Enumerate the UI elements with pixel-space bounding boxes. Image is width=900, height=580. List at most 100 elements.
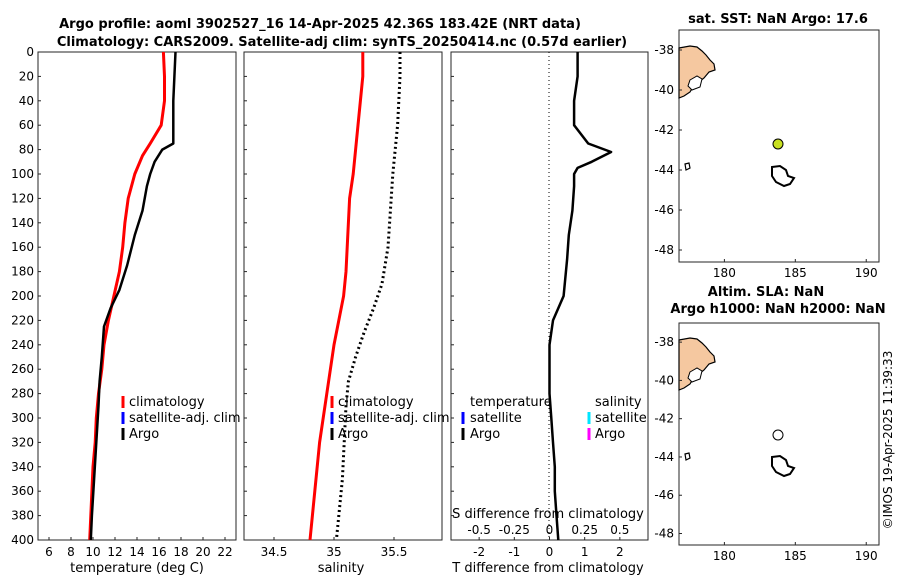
x-tick-label: 35.5: [381, 545, 408, 559]
x2-tick-label: 0.25: [571, 523, 598, 537]
sla-map-lon-ticks: 180 185 190: [713, 542, 878, 563]
imos-watermark: ©IMOS 19-Apr-2025 11:39:33: [881, 351, 895, 530]
series-climatology: [88, 51, 166, 541]
small-island: [684, 162, 691, 171]
lat-tick-label: -40: [654, 373, 674, 387]
lat-tick-label: -38: [654, 335, 674, 349]
x-tick-label: 1: [581, 545, 589, 559]
depth-tick-label: 340: [11, 460, 34, 474]
lon-tick-label: 180: [713, 549, 736, 563]
x2-tick-label: -0.25: [499, 523, 530, 537]
legend-temperature-heading: temperature: [470, 395, 552, 410]
t-difference-ticks: -2 -1 0 1 2: [473, 537, 624, 559]
depth-tick-label: 200: [11, 289, 34, 303]
legend-climatology-label: climatology: [338, 395, 414, 410]
x2-tick-label: -0.5: [467, 523, 490, 537]
lat-tick-label: -38: [654, 43, 674, 57]
s-difference-xlabel: S difference from climatology: [452, 507, 644, 522]
title-line1: Argo profile: aoml 3902527_16 14-Apr-202…: [59, 17, 581, 32]
chatham-islands: [771, 164, 796, 188]
sst-map-title: sat. SST: NaN Argo: 17.6: [688, 12, 868, 27]
sla-map-lat-ticks: -38 -40 -42 -44 -46 -48: [654, 335, 682, 541]
depth-tick-label: 60: [19, 118, 34, 132]
sst-map-frame: [678, 29, 880, 263]
lat-tick-label: -42: [654, 412, 674, 426]
legend-s-satellite-label: satellite: [595, 411, 647, 426]
depth-tick-label: 40: [19, 94, 34, 108]
legend-satellite-label: satellite-adj. clim: [129, 411, 241, 426]
x-tick-label: 10: [85, 545, 100, 559]
depth-tick-label: 20: [19, 69, 34, 83]
lat-tick-label: -48: [654, 527, 674, 541]
salinity-legend: climatology satellite-adj. clim Argo: [330, 395, 450, 442]
legend-s-argo-label: Argo: [595, 427, 625, 442]
temperature-legend: climatology satellite-adj. clim Argo: [121, 395, 241, 442]
depth-tick-label: 320: [11, 435, 34, 449]
legend-satellite-label: satellite-adj. clim: [338, 411, 450, 426]
sst-map-lon-ticks: 180 185 190: [713, 259, 878, 280]
x-tick-label: 22: [217, 545, 232, 559]
x-tick-label: 34.5: [261, 545, 288, 559]
x-tick-label: 8: [67, 545, 75, 559]
lat-tick-label: -40: [654, 83, 674, 97]
x-tick-label: 18: [173, 545, 188, 559]
lon-tick-label: 185: [784, 549, 807, 563]
legend-argo-label: Argo: [129, 427, 159, 442]
difference-series: [548, 52, 613, 541]
argo-float-marker: [772, 138, 784, 150]
lat-tick-label: -44: [654, 163, 674, 177]
salinity-axes-box: [243, 51, 443, 541]
sla-map-title2: Argo h1000: NaN h2000: NaN: [670, 302, 885, 317]
depth-tick-label: 180: [11, 265, 34, 279]
temperature-xlabel: temperature (deg C): [70, 561, 204, 576]
depth-tick-label: 240: [11, 338, 34, 352]
lat-tick-label: -44: [654, 450, 674, 464]
lake-outline: [687, 75, 703, 91]
depth-tick-label: 140: [11, 216, 34, 230]
s-difference-ticks: -0.5 -0.25 0 0.25 0.5: [467, 523, 629, 537]
depth-tick-label: 300: [11, 411, 34, 425]
legend-salinity-heading: salinity: [595, 395, 642, 410]
depth-tick-label: 360: [11, 484, 34, 498]
sst-map-lat-ticks: -38 -40 -42 -44 -46 -48: [654, 43, 682, 257]
sla-map-frame: [678, 322, 880, 546]
lon-tick-label: 180: [713, 266, 736, 280]
depth-tick-label: 120: [11, 191, 34, 205]
temperature-panel: 0 20 40 60 80 100 120 140 160 180 200 220 240 260 280 3…: [11, 45, 454, 576]
x2-tick-label: 0: [546, 523, 554, 537]
x-tick-label: 2: [616, 545, 624, 559]
lat-tick-label: -48: [654, 243, 674, 257]
depth-tick-label: 400: [11, 533, 34, 547]
salinity-ticks: 34.5 35 35.5: [261, 537, 408, 559]
lon-tick-label: 190: [855, 549, 878, 563]
depth-tick-label: 280: [11, 387, 34, 401]
coastline-north-island: [678, 45, 716, 99]
temperature-axes-box: [37, 51, 237, 541]
lat-tick-label: -46: [654, 488, 674, 502]
lat-tick-label: -46: [654, 203, 674, 217]
series-T-difference: [548, 52, 613, 541]
x-tick-label: 35: [326, 545, 341, 559]
sla-map-title: Altim. SLA: NaN: [708, 285, 824, 300]
lon-tick-label: 185: [784, 266, 807, 280]
x-tick-label: 6: [45, 545, 53, 559]
x-tick-label: 20: [195, 545, 210, 559]
depth-tick-label: 380: [11, 509, 34, 523]
x-tick-label: -1: [508, 545, 520, 559]
t-difference-xlabel: T difference from climatology: [451, 561, 644, 576]
x-tick-label: 14: [129, 545, 144, 559]
series-climatology: [308, 52, 365, 541]
salinity-panel: 34.5 35 35.5 salinity climatology satellit…: [243, 51, 450, 576]
x-tick-label: 16: [151, 545, 166, 559]
x2-tick-label: 0.5: [610, 523, 629, 537]
lake-outline: [687, 367, 703, 383]
depth-tick-label: 220: [11, 313, 34, 327]
x-tick-label: -2: [473, 545, 485, 559]
depth-ticks: 0 20 40 60 80 100 120 140 160 180 200 220 240 260 280 3…: [11, 45, 454, 547]
difference-legend: temperature salinity satellite Argo sate…: [461, 395, 647, 442]
chatham-islands: [771, 454, 796, 478]
temperature-ticks: 6 8 10 12 14 16 18 20 22: [45, 537, 233, 559]
sst-map: sat. SST: NaN Argo: 17.6 -38 -40 -42 -44 -46…: [654, 12, 880, 280]
series-argo: [334, 52, 402, 541]
